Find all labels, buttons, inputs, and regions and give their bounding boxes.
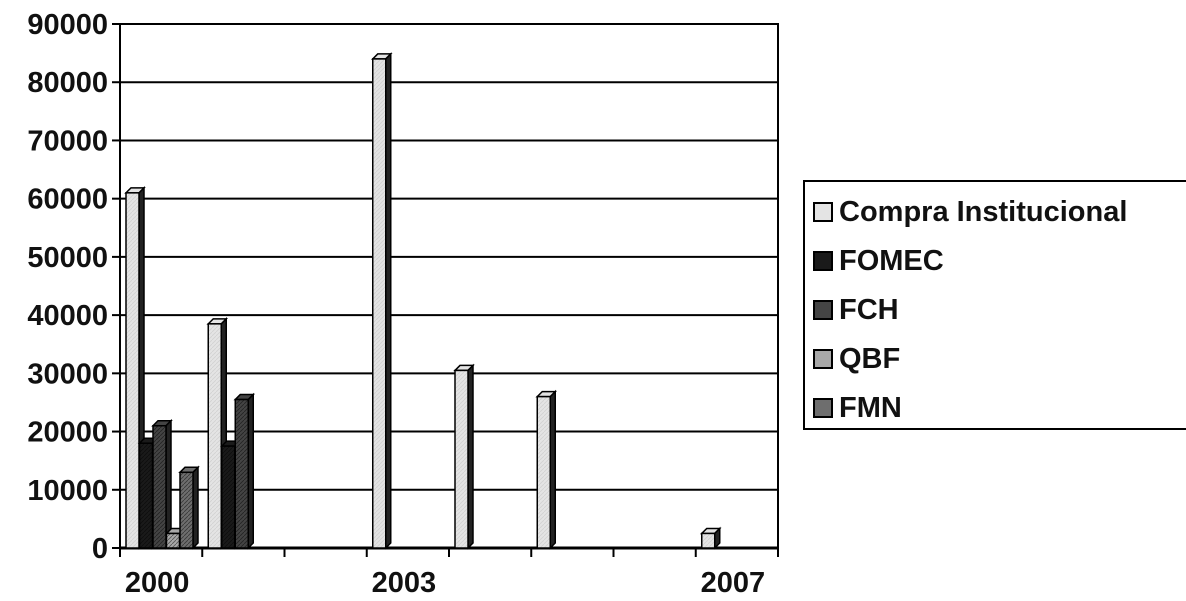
bar	[701, 532, 716, 549]
y-tick-label: 70000	[27, 125, 108, 157]
y-tick-label: 10000	[27, 475, 108, 507]
bar	[372, 58, 387, 549]
legend-item: FOMEC	[813, 241, 944, 281]
legend-swatch	[813, 202, 833, 222]
bar	[179, 471, 194, 549]
y-tick-label: 60000	[27, 184, 108, 216]
bar	[165, 532, 181, 549]
bar	[454, 369, 469, 549]
bar	[536, 395, 551, 549]
legend-swatch	[813, 251, 833, 271]
legend-swatch	[813, 398, 833, 418]
legend-swatch	[813, 300, 833, 320]
y-tick-label: 40000	[27, 300, 108, 332]
y-tick-label: 90000	[27, 9, 108, 41]
legend-item: FCH	[813, 290, 899, 330]
x-tick-label: 2000	[125, 567, 190, 599]
y-tick-label: 0	[92, 533, 108, 565]
y-tick-label: 30000	[27, 358, 108, 390]
legend-swatch	[813, 349, 833, 369]
legend-item: QBF	[813, 339, 900, 379]
bar	[152, 424, 167, 549]
bar	[221, 445, 236, 549]
legend-item: FMN	[813, 388, 902, 428]
legend-item: Compra Institucional	[813, 192, 1127, 232]
bar	[207, 323, 222, 549]
x-tick-label: 2007	[701, 567, 766, 599]
legend-label: FOMEC	[839, 244, 944, 277]
legend-label: FMN	[839, 391, 902, 424]
y-tick-label: 20000	[27, 417, 108, 449]
legend-label: QBF	[839, 342, 901, 375]
y-tick-label: 80000	[27, 67, 108, 99]
legend-label: Compra Institucional	[839, 195, 1128, 228]
legend-label: FCH	[839, 293, 899, 326]
x-tick-label: 2003	[372, 567, 437, 599]
y-tick-label: 50000	[27, 242, 108, 274]
bar	[138, 442, 154, 549]
bar	[125, 192, 140, 549]
legend: Compra Institucional FOMEC FCH QBF FMN	[803, 180, 1186, 430]
bar	[234, 398, 249, 549]
